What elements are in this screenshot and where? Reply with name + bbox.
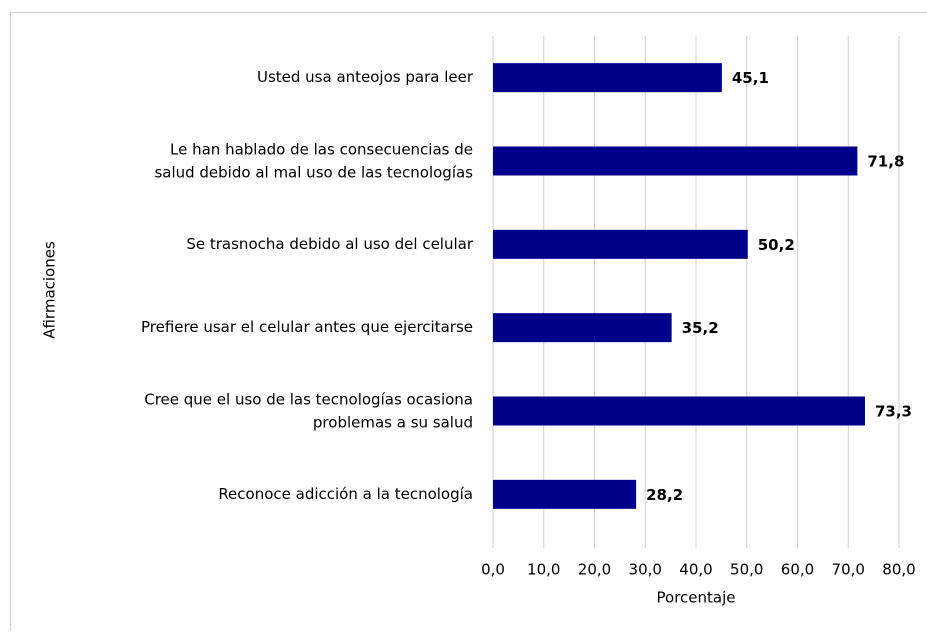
bar [493,397,865,426]
value-label: 45,1 [732,69,769,87]
y-tick-label: Usted usa anteojos para leer [257,68,474,86]
value-label: 71,8 [867,153,904,171]
x-tick-label: 80,0 [882,561,915,579]
bar [493,313,672,342]
x-axis-title: Porcentaje [657,589,736,607]
y-tick-label: Prefiere usar el celular antes que ejerc… [141,318,473,336]
bar [493,63,722,92]
x-tick-label: 20,0 [578,561,611,579]
x-tick-label: 50,0 [730,561,763,579]
bar [493,230,748,259]
bar [493,147,857,176]
x-tick-label: 10,0 [527,561,560,579]
value-label: 35,2 [682,319,719,337]
x-tick-label: 0,0 [481,561,505,579]
y-tick-label: Reconoce adicción a la tecnología [218,485,473,503]
x-tick-label: 60,0 [781,561,814,579]
y-tick-label: Cree que el uso de las tecnologías ocasi… [144,390,473,431]
x-tick-label: 70,0 [832,561,865,579]
value-label: 50,2 [758,236,795,254]
y-tick-label: Se trasnocha debido al uso del celular [186,235,473,253]
value-label: 73,3 [875,403,912,421]
x-tick-label: 30,0 [629,561,662,579]
y-axis-title: Afirmaciones [41,241,59,339]
bar [493,480,636,509]
value-label: 28,2 [646,486,683,504]
x-tick-label: 40,0 [679,561,712,579]
